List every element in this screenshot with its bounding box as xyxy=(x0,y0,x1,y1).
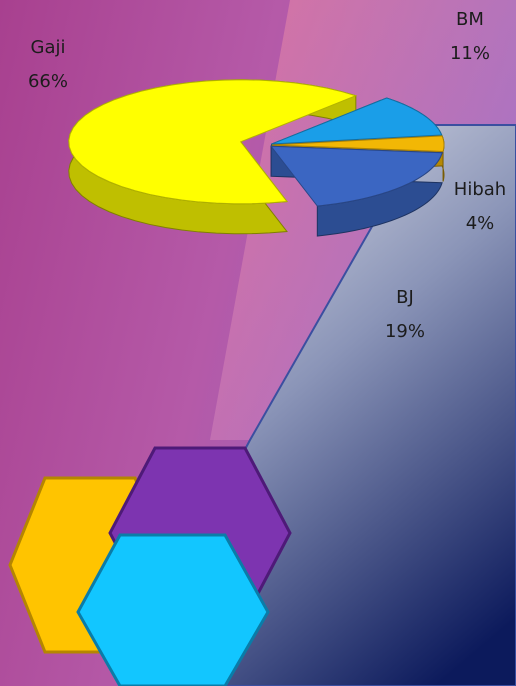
slice-label: Hibah xyxy=(454,179,506,200)
slice-label: BJ xyxy=(396,287,414,308)
slice xyxy=(270,145,443,207)
labels: BM 11% Hibah 4% BJ 19% Gaji 66% xyxy=(28,9,506,342)
slice xyxy=(271,97,443,145)
slice xyxy=(271,135,445,152)
slice xyxy=(68,79,358,205)
slice-label: BM xyxy=(456,9,484,30)
value-label: 11% xyxy=(450,43,490,64)
value-label: 66% xyxy=(28,71,68,92)
value-label: 4% xyxy=(466,213,495,234)
value-label: 19% xyxy=(385,321,425,342)
slice-label: Gaji xyxy=(31,37,66,58)
hexagon xyxy=(76,533,270,686)
pie xyxy=(68,79,445,237)
